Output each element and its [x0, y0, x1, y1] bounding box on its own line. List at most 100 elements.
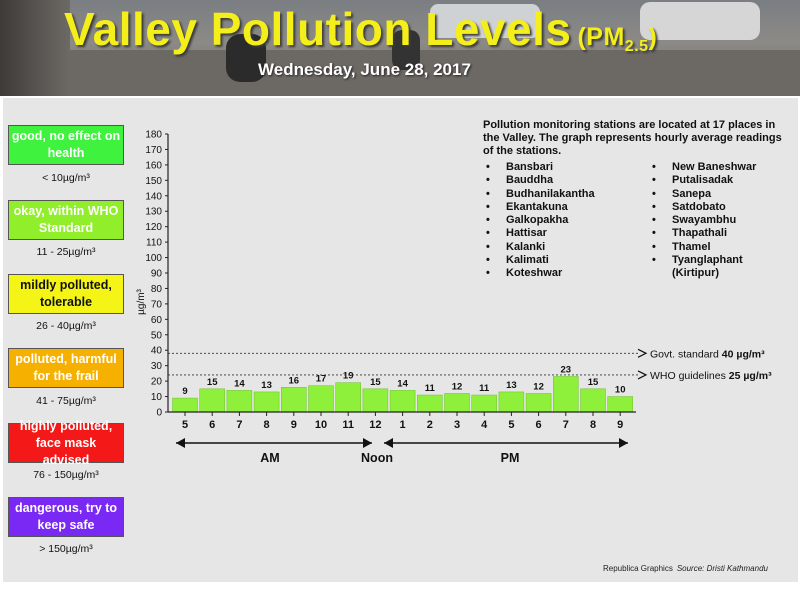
- station-name: Bauddha: [506, 174, 554, 187]
- bar-value-label: 19: [343, 371, 354, 382]
- bullet-icon: •: [486, 267, 490, 280]
- pm-open: (PM: [577, 23, 625, 51]
- arrow-right-icon: [637, 370, 648, 380]
- x-tick-label: 3: [454, 419, 460, 431]
- station-name: Putalisadak: [672, 174, 734, 187]
- bar-value-label: 12: [452, 381, 463, 392]
- motorbike-shape: [226, 34, 266, 82]
- pm-label: (PM2.5): [577, 23, 658, 55]
- legend-range-okay: 11 - 25µg/m³: [36, 246, 96, 258]
- y-tick-label: 30: [151, 361, 163, 372]
- bullet-icon: •: [652, 187, 656, 200]
- station-name: Bansbari: [506, 161, 554, 173]
- station-item: • Koteshwar: [484, 267, 595, 280]
- page-title: Valley Pollution Levels (PM2.5): [64, 2, 657, 56]
- bullet-icon: •: [652, 240, 656, 253]
- bar: [444, 393, 470, 413]
- station-name: Ekantakuna: [506, 200, 568, 213]
- x-tick-label: 8: [590, 419, 596, 431]
- arrow-right-icon: [637, 348, 648, 358]
- legend-box-polluted: polluted, harmful for the frail: [8, 348, 124, 388]
- bullet-icon: •: [652, 214, 656, 227]
- station-name: Sanepa: [672, 187, 712, 200]
- x-tick-label: 1: [400, 419, 406, 431]
- reference-label: WHO guidelines 25 µg/m³: [650, 370, 772, 382]
- bar-value-label: 14: [234, 378, 245, 389]
- arrow-left-icon: [176, 438, 185, 448]
- bullet-icon: •: [652, 174, 656, 187]
- bar: [362, 388, 389, 413]
- bar-value-label: 15: [588, 377, 599, 388]
- x-tick-label: 9: [617, 419, 623, 431]
- legend-range-mild: 26 - 40µg/m³: [36, 320, 96, 332]
- legend-box-okay: okay, within WHO Standard: [8, 200, 124, 240]
- y-tick-label: 40: [151, 346, 163, 357]
- y-tick-label: 170: [145, 145, 162, 156]
- arrow-right-icon: [363, 438, 372, 448]
- bar: [525, 393, 552, 413]
- y-axis-label: µg/m³: [136, 288, 147, 314]
- station-item: • Sanepa: [650, 188, 756, 201]
- y-tick-label: 150: [145, 176, 162, 187]
- station-name: Koteshwar: [506, 267, 563, 280]
- bar: [498, 391, 525, 413]
- bar-value-label: 13: [506, 380, 517, 391]
- bar-value-label: 12: [533, 381, 544, 392]
- bar-value-label: 15: [370, 377, 381, 388]
- bullet-icon: •: [652, 161, 656, 173]
- legend-box-mild: mildly polluted, tolerable: [8, 274, 124, 314]
- bar: [253, 391, 280, 413]
- bar: [417, 394, 443, 413]
- station-item: • Hattisar: [484, 227, 595, 240]
- station-name: Tyanglaphant: [672, 254, 743, 267]
- x-tick-label: 7: [236, 419, 242, 431]
- station-item: • Tyanglaphant: [650, 254, 756, 267]
- station-item: • Thapathali: [650, 227, 756, 240]
- y-tick-label: 20: [151, 377, 163, 388]
- bar: [199, 388, 225, 413]
- legend-range-dangerous: > 150µg/m³: [39, 543, 93, 555]
- bullet-icon: •: [486, 161, 490, 173]
- legend-box-dangerous: dangerous, try to keep safe: [8, 497, 124, 537]
- x-tick-label: 5: [182, 419, 188, 431]
- legend-box-good: good, no effect on health: [8, 125, 124, 165]
- motorbike-shape: [392, 30, 420, 70]
- pm-subscript: 2.5: [624, 38, 649, 55]
- credit-source: Source: Dristi Kathmandu: [676, 564, 768, 573]
- reference-value: 40 µg/m³: [722, 348, 765, 360]
- stations-note: Pollution monitoring stations are locate…: [483, 119, 782, 157]
- bullet-icon: •: [652, 227, 656, 240]
- pm-close: ): [648, 23, 658, 51]
- road-rail: [0, 0, 70, 96]
- bar: [308, 385, 334, 413]
- bar: [281, 387, 307, 413]
- station-item: • Swayambhu: [650, 214, 756, 227]
- station-item: • Putalisadak: [650, 174, 756, 187]
- x-tick-label: 9: [291, 419, 297, 431]
- bullet-icon: •: [486, 200, 490, 213]
- station-name: Thamel: [672, 240, 711, 253]
- y-tick-label: 160: [145, 160, 162, 171]
- reference-name: WHO guidelines: [650, 370, 729, 382]
- x-tick-label: 10: [315, 419, 327, 431]
- y-tick-label: 50: [151, 330, 163, 341]
- date-subtitle: Wednesday, June 28, 2017: [258, 60, 471, 79]
- legend-range-good: < 10µg/m³: [42, 172, 90, 184]
- bar-value-label: 14: [397, 378, 408, 389]
- station-item: • Bauddha: [484, 174, 595, 187]
- arrow-right-icon: [619, 438, 628, 448]
- bar-value-label: 15: [207, 377, 218, 388]
- bar: [226, 390, 253, 413]
- reference-value: 25 µg/m³: [729, 370, 772, 382]
- station-name: Satdobato: [672, 200, 726, 213]
- x-tick-label: 6: [209, 419, 215, 431]
- car-shape: [430, 4, 540, 38]
- station-item: • New Baneshwar: [650, 161, 756, 174]
- bar: [335, 382, 361, 413]
- reference-label: Govt. standard 40 µg/m³: [650, 348, 765, 360]
- title-text: Valley Pollution Levels: [64, 3, 572, 55]
- y-tick-label: 80: [151, 284, 163, 295]
- station-item: • Kalimati: [484, 254, 595, 267]
- bar: [553, 376, 579, 413]
